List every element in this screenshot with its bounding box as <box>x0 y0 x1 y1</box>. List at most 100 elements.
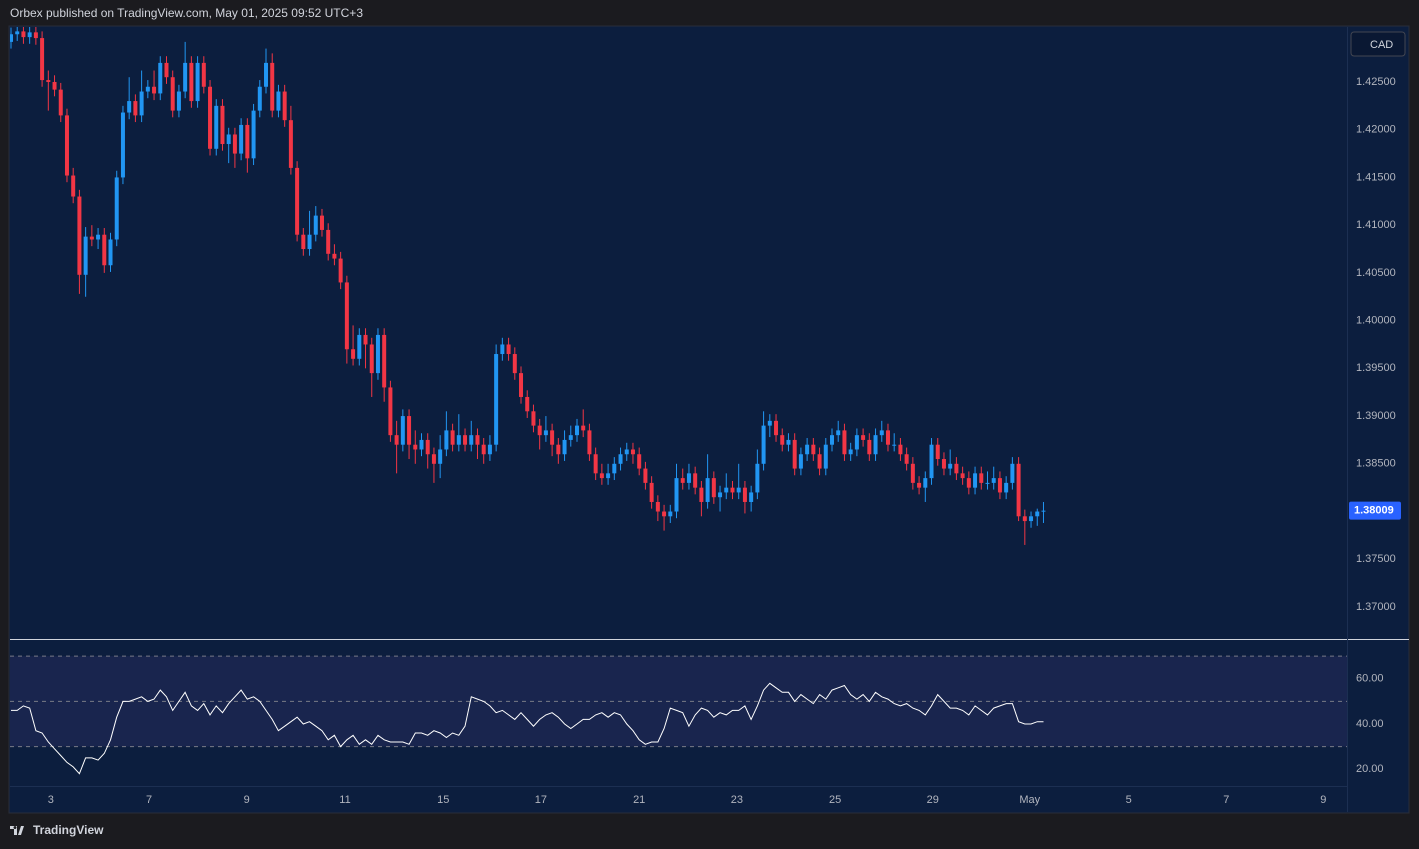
candle-body <box>46 80 51 82</box>
candle-body <box>767 420 772 426</box>
candle-body <box>319 215 324 230</box>
candle-body <box>239 124 244 154</box>
candle-body <box>120 112 125 178</box>
candle-body <box>419 439 424 450</box>
candle-body <box>705 478 710 502</box>
candle-body <box>624 449 629 455</box>
candle-body <box>52 81 57 90</box>
candle-body <box>394 435 399 445</box>
candle-body <box>668 511 673 517</box>
candle-body <box>568 435 573 440</box>
y-tick-label: 40.00 <box>1356 718 1384 730</box>
x-tick-label: May <box>1019 794 1040 806</box>
candle-body <box>718 492 723 498</box>
candle-body <box>1016 463 1021 517</box>
candle-body <box>307 234 312 250</box>
candle-body <box>463 435 468 445</box>
candle-body <box>755 463 760 493</box>
candle-body <box>158 62 163 94</box>
candle-body <box>469 435 474 445</box>
candle-body <box>898 444 903 455</box>
y-tick-label: 1.39500 <box>1356 362 1396 374</box>
last-price-label: 1.38009 <box>1354 505 1394 517</box>
candle-body <box>375 334 380 374</box>
candle-body <box>780 435 785 445</box>
last-price-box <box>1349 501 1401 520</box>
candle-body <box>127 101 132 113</box>
candle-body <box>40 38 45 81</box>
candle-body <box>798 454 803 469</box>
candle-body <box>170 77 175 111</box>
x-tick-label: 7 <box>146 794 152 806</box>
candle-body <box>145 86 150 92</box>
candle-body <box>220 105 225 145</box>
candle-body <box>724 487 729 493</box>
candle-body <box>973 473 978 488</box>
candle-body <box>494 354 499 445</box>
candle-body <box>102 234 107 266</box>
y-tick-label: 60.00 <box>1356 673 1384 685</box>
y-tick-label: 1.38500 <box>1356 458 1396 470</box>
candle-body <box>139 91 144 116</box>
candle-body <box>606 473 611 479</box>
candle-body <box>407 416 412 445</box>
candle-body <box>189 62 194 102</box>
candle-body <box>500 344 505 355</box>
y-tick-label: 1.40000 <box>1356 315 1396 327</box>
candle-body <box>456 435 461 445</box>
candle-body <box>929 444 934 479</box>
candle-body <box>369 344 374 374</box>
candle-body <box>351 349 356 359</box>
candle-body <box>649 482 654 502</box>
candle-body <box>438 449 443 464</box>
candle-body <box>761 425 766 464</box>
candle-body <box>786 439 791 445</box>
x-tick-label: 9 <box>1320 794 1326 806</box>
price-pane <box>10 27 1046 545</box>
candle-body <box>917 482 922 488</box>
candle-body <box>164 62 169 78</box>
candle-body <box>904 454 909 464</box>
candle-body <box>257 86 262 111</box>
candle-body <box>357 334 362 359</box>
currency-box[interactable] <box>1350 31 1406 57</box>
candle-body <box>282 91 287 121</box>
candle-body <box>680 478 685 483</box>
candle-body <box>58 89 63 116</box>
candle-body <box>736 487 741 493</box>
candle-body <box>1041 510 1046 512</box>
candle-body <box>201 62 206 87</box>
candle-body <box>226 134 231 145</box>
candle-body <box>562 439 567 455</box>
candle-body <box>979 473 984 483</box>
candle-body <box>730 487 735 493</box>
candle-body <box>71 175 76 197</box>
publisher-header: Orbex published on TradingView.com, May … <box>10 6 363 20</box>
candle-body <box>431 454 436 464</box>
candle-body <box>581 425 586 431</box>
candle-body <box>487 444 492 455</box>
candle-body <box>823 444 828 469</box>
candle-body <box>985 482 990 484</box>
y-tick-label: 1.42500 <box>1356 76 1396 88</box>
candle-body <box>96 234 101 240</box>
candle-body <box>811 444 816 455</box>
candle-body <box>854 435 859 450</box>
candle-body <box>344 282 349 350</box>
candle-body <box>711 478 716 498</box>
currency-label[interactable]: CAD <box>1370 39 1393 51</box>
candle-body <box>861 435 866 440</box>
candle-body <box>954 463 959 474</box>
y-tick-label: 1.42000 <box>1356 124 1396 136</box>
candle-body <box>27 32 32 38</box>
candle-body <box>830 435 835 445</box>
candle-body <box>388 387 393 436</box>
candle-body <box>1022 516 1027 522</box>
candle-body <box>593 454 598 474</box>
candle-body <box>152 86 157 94</box>
y-tick-label: 1.40500 <box>1356 267 1396 279</box>
candle-body <box>512 354 517 374</box>
candle-body <box>214 105 219 149</box>
candle-body <box>33 32 38 39</box>
y-tick-label: 1.39000 <box>1356 410 1396 422</box>
